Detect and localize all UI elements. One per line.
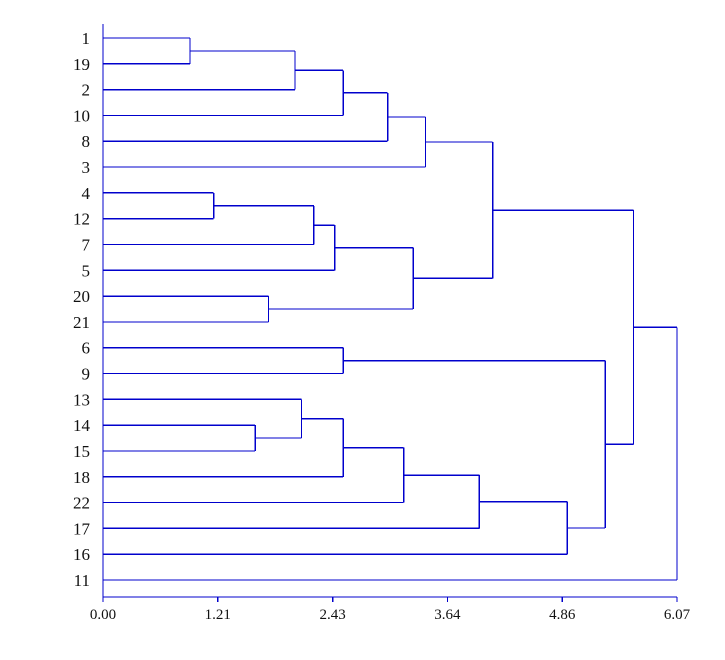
leaf-label: 17 bbox=[73, 519, 91, 538]
leaf-label: 4 bbox=[82, 184, 91, 203]
dendrogram-links bbox=[103, 37, 678, 581]
leaf-label: 7 bbox=[82, 235, 91, 254]
leaf-label: 10 bbox=[73, 106, 90, 125]
leaf-label: 22 bbox=[73, 494, 90, 513]
leaf-label: 21 bbox=[73, 313, 90, 332]
leaf-label: 6 bbox=[82, 339, 91, 358]
x-tick-label: 2.43 bbox=[319, 607, 345, 623]
leaf-label: 11 bbox=[74, 571, 90, 590]
x-axis-ticks: 0.00 1.21 2.43 3.64 4.86 6.07 bbox=[90, 597, 691, 623]
leaf-label: 18 bbox=[73, 468, 90, 487]
leaf-label: 2 bbox=[82, 81, 91, 100]
leaf-label: 8 bbox=[82, 132, 91, 151]
x-tick-label: 1.21 bbox=[205, 607, 231, 623]
leaf-label: 13 bbox=[73, 390, 90, 409]
leaf-label: 3 bbox=[82, 158, 91, 177]
x-tick-label: 0.00 bbox=[90, 607, 116, 623]
x-tick-label: 3.64 bbox=[434, 607, 461, 623]
leaf-label: 5 bbox=[82, 261, 91, 280]
leaf-label: 1 bbox=[82, 29, 91, 48]
leaf-label: 15 bbox=[73, 442, 90, 461]
leaf-label: 20 bbox=[73, 287, 90, 306]
x-tick-label: 6.07 bbox=[664, 607, 691, 623]
leaf-labels: 1 19 2 10 8 3 4 12 7 5 20 21 6 9 13 14 15 18 22 17 16 11 bbox=[73, 29, 91, 590]
leaf-label: 19 bbox=[73, 55, 90, 74]
leaf-label: 9 bbox=[82, 365, 91, 384]
leaf-label: 14 bbox=[73, 416, 91, 435]
leaf-label: 16 bbox=[73, 545, 90, 564]
x-tick-label: 4.86 bbox=[549, 607, 576, 623]
leaf-label: 12 bbox=[73, 210, 90, 229]
dendrogram-axes bbox=[102, 24, 677, 598]
